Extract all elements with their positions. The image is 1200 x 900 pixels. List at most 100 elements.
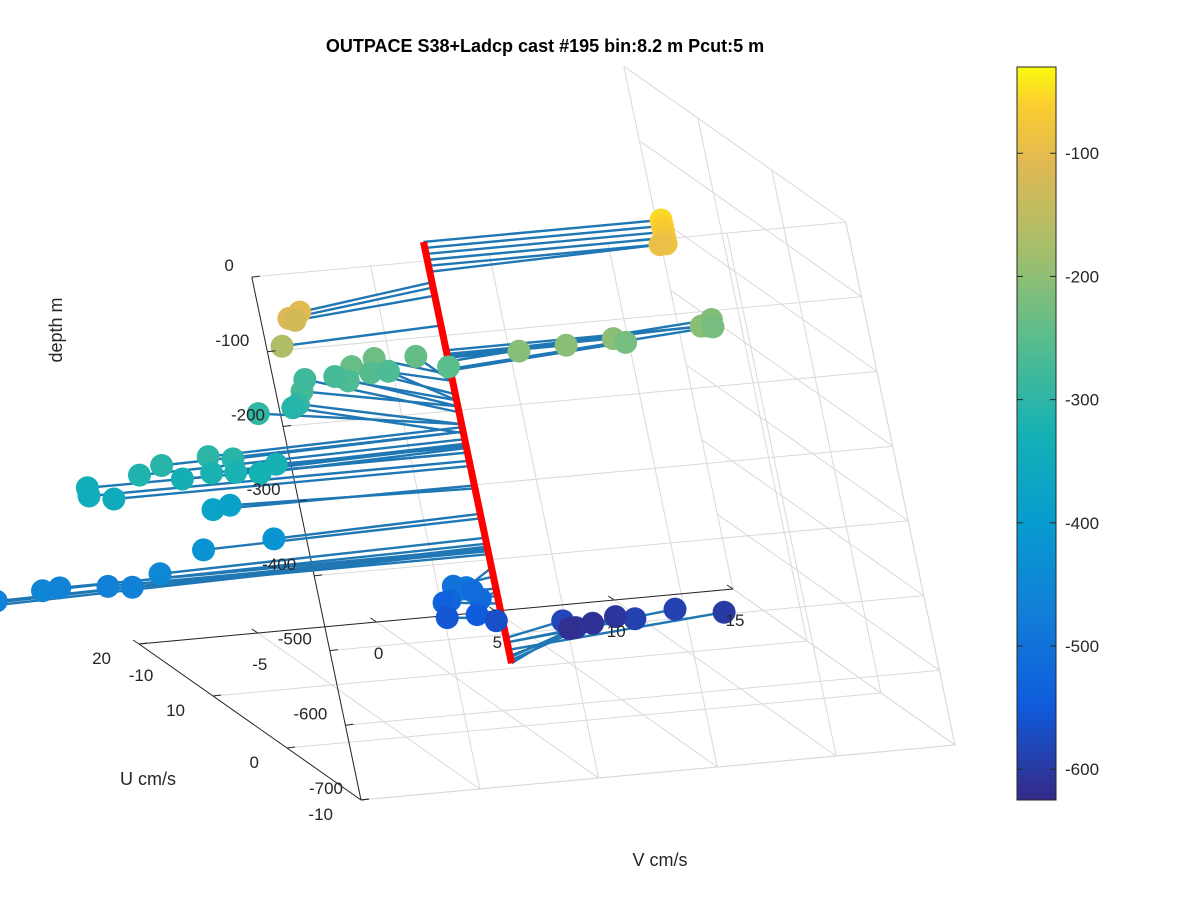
velocity-stem bbox=[450, 341, 626, 372]
velocity-marker bbox=[359, 361, 383, 385]
velocity-marker bbox=[437, 355, 461, 379]
velocity-stem bbox=[159, 536, 486, 575]
x-tick-mark bbox=[360, 798, 370, 801]
velocity-stem bbox=[429, 243, 661, 274]
y-tick-mark bbox=[607, 595, 615, 601]
velocity-stem bbox=[132, 552, 489, 589]
velocity-stem bbox=[203, 517, 482, 552]
velocity-marker bbox=[77, 484, 101, 508]
marker-layer bbox=[0, 208, 736, 640]
x-tick-label: 20 bbox=[92, 649, 111, 668]
reference-profile-line bbox=[420, 241, 515, 664]
floor-gridline bbox=[212, 640, 808, 697]
x-tick-mark bbox=[138, 642, 148, 645]
colorbar-tick-label: -400 bbox=[1065, 514, 1099, 533]
velocity-marker bbox=[30, 579, 54, 603]
velocity-stem bbox=[292, 406, 464, 435]
velocity-marker bbox=[460, 579, 484, 603]
y-tick-label: 0 bbox=[374, 644, 383, 663]
y-tick-label: 15 bbox=[726, 611, 745, 630]
velocity-stem bbox=[298, 402, 462, 426]
velocity-stem bbox=[424, 224, 663, 250]
floor-gridline bbox=[257, 632, 481, 790]
velocity-marker bbox=[603, 605, 627, 629]
x-tick-label: -10 bbox=[308, 805, 333, 824]
z-tick-label: -700 bbox=[309, 779, 343, 798]
z-tick-label: -300 bbox=[247, 480, 281, 499]
back-wall-gridline bbox=[370, 265, 481, 790]
velocity-stem bbox=[288, 286, 434, 320]
velocity-marker bbox=[293, 367, 317, 391]
back-wall-gridline bbox=[345, 669, 940, 726]
right-wall-gridline bbox=[732, 588, 956, 746]
right-wall-gridline bbox=[701, 439, 925, 597]
velocity-marker bbox=[558, 616, 582, 640]
velocity-marker bbox=[484, 609, 508, 633]
y-tick-mark bbox=[370, 617, 377, 623]
velocity-marker bbox=[281, 396, 305, 420]
x-tick-label: 10 bbox=[166, 701, 185, 720]
z-tick-label: -600 bbox=[293, 704, 327, 723]
z-tick-label: -400 bbox=[262, 555, 296, 574]
velocity-stem bbox=[113, 464, 471, 501]
velocity-marker bbox=[192, 538, 216, 562]
velocity-stem bbox=[448, 318, 712, 363]
velocity-stem bbox=[447, 344, 567, 358]
velocity-marker bbox=[323, 364, 347, 388]
velocity-marker bbox=[48, 576, 72, 600]
z-tick-mark bbox=[267, 350, 276, 353]
right-wall-gridline bbox=[685, 364, 909, 522]
velocity-marker bbox=[170, 467, 194, 491]
velocity-marker bbox=[262, 527, 286, 551]
z-tick-mark bbox=[329, 649, 338, 652]
velocity-marker bbox=[404, 344, 428, 368]
back-wall-gridline bbox=[488, 254, 600, 779]
right-wall-gridline bbox=[717, 513, 940, 671]
y-axis-label: V cm/s bbox=[632, 850, 687, 870]
velocity-marker bbox=[264, 452, 288, 476]
right-wall-gridline bbox=[697, 117, 808, 642]
y-tick-label: 5 bbox=[493, 633, 502, 652]
y-tick-mark bbox=[489, 606, 496, 612]
x-tick-mark bbox=[212, 694, 222, 697]
velocity-marker bbox=[96, 574, 120, 598]
velocity-stem bbox=[446, 337, 614, 356]
right-wall-gridline bbox=[845, 221, 956, 746]
velocity-stem bbox=[88, 459, 470, 498]
chart-title: OUTPACE S38+Ladcp cast #195 bin:8.2 m Pc… bbox=[326, 36, 764, 56]
colorbar-tick-label: -500 bbox=[1065, 637, 1099, 656]
colorbar-tick-label: -600 bbox=[1065, 760, 1099, 779]
velocity-marker bbox=[246, 402, 270, 426]
velocity-marker bbox=[701, 315, 725, 339]
colorbar-gradient bbox=[1016, 66, 1057, 801]
velocity-marker bbox=[614, 330, 638, 354]
velocity-marker bbox=[218, 493, 242, 517]
velocity-marker bbox=[102, 487, 126, 511]
floor-gridline bbox=[376, 621, 599, 779]
velocity-marker bbox=[623, 607, 647, 631]
velocity-stem bbox=[294, 294, 435, 322]
velocity-stem bbox=[427, 236, 665, 262]
velocity-stem bbox=[208, 426, 463, 458]
velocity-marker bbox=[270, 334, 294, 358]
colorbar-tick-label: -200 bbox=[1065, 267, 1099, 286]
velocity-marker bbox=[712, 600, 736, 624]
colorbar: -100 -200 -300 -400 -500 -600 bbox=[1016, 66, 1099, 801]
velocity-marker bbox=[376, 359, 400, 383]
z-tick-label: -500 bbox=[278, 630, 312, 649]
z-tick-label: -100 bbox=[215, 331, 249, 350]
velocity-marker bbox=[554, 333, 578, 357]
y-tick-mark bbox=[726, 584, 734, 590]
velocity-marker bbox=[283, 308, 307, 332]
z-tick-mark bbox=[298, 499, 307, 502]
z-tick-label: -200 bbox=[231, 406, 265, 425]
profile-layer bbox=[420, 241, 515, 664]
back-wall-gridline bbox=[282, 371, 878, 427]
velocity-marker bbox=[224, 460, 248, 484]
y-tick-mark bbox=[132, 639, 140, 645]
right-wall-gridline bbox=[623, 65, 847, 223]
y-tick-label: -5 bbox=[252, 655, 267, 674]
z-tick-mark bbox=[314, 574, 323, 577]
back-wall-gridline bbox=[726, 232, 837, 757]
